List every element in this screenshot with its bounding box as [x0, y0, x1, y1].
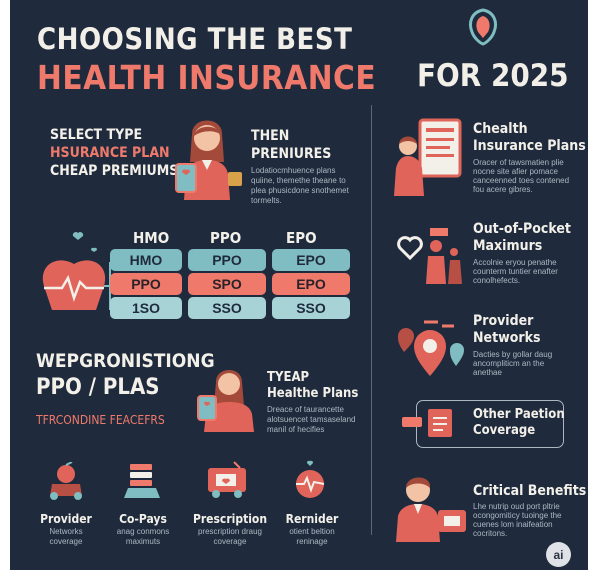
table-cell: SSO [188, 297, 266, 319]
table-cell: 1SO [110, 297, 182, 319]
right-item-title: Other Paetion [473, 407, 565, 422]
premiures-label: PRENIURES [251, 146, 332, 162]
section-heading-2: PPO / PLAS [36, 375, 160, 400]
then-label: THEN [251, 128, 290, 144]
table-cell: HMO [110, 249, 182, 271]
doctor-document-icon [394, 118, 462, 196]
table-cell: SPO [188, 273, 266, 295]
ai-badge[interactable]: ai [546, 542, 571, 567]
table-cell: EPO [272, 273, 350, 295]
right-item-description: Lhe nutrip oud port pltrie ocongomiticy t… [473, 502, 562, 538]
heart-monitor-icon [296, 460, 325, 498]
family-heart-icon [397, 228, 462, 284]
table-header-epo: EPO [286, 229, 317, 247]
right-item-description: Dacties by gollar daug ancompliticm an th… [473, 350, 553, 377]
woman-illustration [197, 370, 254, 432]
right-item-description: Accolnie eryou penathe counterm tuntier e… [473, 258, 558, 285]
right-item-title: Coverage [473, 423, 536, 438]
logo-icon [468, 8, 498, 46]
table-cell: PPO [110, 273, 182, 295]
table-cell: EPO [272, 249, 350, 271]
bottom-item-title: Prescription [192, 512, 268, 526]
bottom-item-title: Co-Pays [119, 512, 167, 526]
cheap-premiums-label: CHEAP PREMIUMS [50, 163, 179, 179]
right-item-title: Critical Benefits [473, 483, 587, 499]
healthe-plans-label: Healthe Plans [267, 386, 359, 401]
bottom-item-subtitle: Networks coverage [49, 527, 83, 546]
doctor-icon [396, 477, 466, 542]
copays-icon [124, 464, 160, 498]
select-type-label: SELECT TYPE [50, 127, 143, 143]
tyeap-label: TYEAP [267, 370, 310, 385]
premiures-description: Lodatiocmhuence plans quiine, themethe th… [251, 166, 349, 205]
right-item-title: Chealth [473, 121, 528, 137]
title-line-2: HEALTH INSURANCE [37, 58, 377, 97]
section-heading-1: WEPGRONISTIONG [36, 350, 215, 372]
title-line-1: CHOOSING THE BEST [37, 22, 353, 56]
clipboard-hand-icon [402, 409, 452, 437]
right-item-title: Insurance Plans [473, 138, 586, 154]
bottom-item-subtitle: otient beltion reninage [289, 527, 335, 546]
bottom-item-title: Provider [40, 512, 92, 526]
right-item-title: Provider [473, 313, 534, 329]
title-line-3: FOR 2025 [417, 58, 569, 94]
infographic-poster: CHOOSING THE BEST HEALTH INSURANCE FOR 2… [10, 0, 588, 570]
insurance-plan-label: HSURANCE PLAN [50, 145, 170, 161]
right-item-title: Networks [473, 330, 541, 346]
provider-icon [50, 462, 82, 500]
table-cell: PPO [188, 249, 266, 271]
table-cell: SSO [272, 297, 350, 319]
bottom-item-title: Rernider [285, 512, 339, 526]
table-header-ppo: PPO [210, 229, 242, 247]
agent-illustration [175, 120, 242, 200]
network-pins-icon [398, 320, 464, 376]
right-item-title: Maximurs [473, 238, 543, 254]
heart-rate-icon [42, 232, 106, 310]
prescription-truck-icon [208, 461, 246, 498]
right-item-title: Out-of-Pocket [473, 221, 571, 237]
column-divider [371, 105, 372, 535]
table-header-hmo: HMO [133, 229, 170, 247]
healthe-plans-description: Dreace of taurancette alotsuencet tamsase… [267, 405, 356, 434]
section-subheading: TFRCONDINE FEACEFRS [36, 413, 165, 427]
right-item-description: Oracer of tawsmatien plie nocne site afie… [473, 158, 570, 194]
bottom-item-subtitle: anag conmons maximuts [116, 527, 170, 546]
bottom-item-subtitle: prescription draug coverage [197, 527, 263, 546]
